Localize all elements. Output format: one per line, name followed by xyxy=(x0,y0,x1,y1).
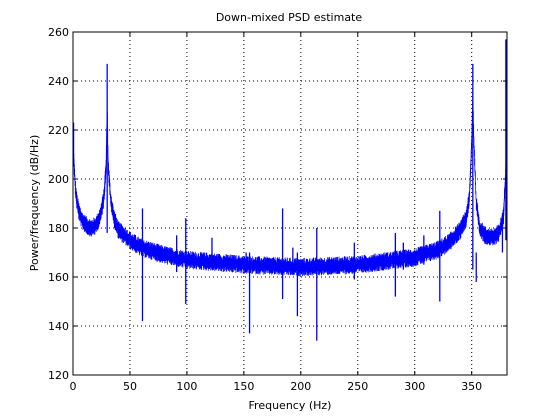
x-tick-label: 0 xyxy=(70,380,77,393)
axis-ticks: 0 50 100 150 200 250 300 350 120 140 160 180 200 220 2… xyxy=(48,26,507,393)
x-tick-label: 300 xyxy=(404,380,425,393)
x-tick-label: 150 xyxy=(233,380,254,393)
x-tick-label: 350 xyxy=(461,380,482,393)
x-tick-label: 50 xyxy=(123,380,137,393)
chart-title: Down-mixed PSD estimate xyxy=(216,11,363,24)
x-tick-label: 200 xyxy=(290,380,311,393)
y-tick-label: 140 xyxy=(48,320,69,333)
y-tick-label: 160 xyxy=(48,271,69,284)
x-axis-label: Frequency (Hz) xyxy=(249,399,332,412)
y-tick-label: 240 xyxy=(48,75,69,88)
y-tick-label: 180 xyxy=(48,222,69,235)
y-tick-label: 120 xyxy=(48,369,69,382)
psd-trace xyxy=(72,50,508,277)
psd-series xyxy=(72,39,508,341)
y-tick-label: 260 xyxy=(48,26,69,39)
plot-frame xyxy=(72,31,508,376)
grid-lines xyxy=(73,32,507,375)
x-tick-label: 100 xyxy=(176,380,197,393)
y-tick-label: 200 xyxy=(48,173,69,186)
x-tick-label: 250 xyxy=(347,380,368,393)
y-tick-label: 220 xyxy=(48,124,69,137)
y-axis-label: Power/frequency (dB/Hz) xyxy=(28,135,41,272)
